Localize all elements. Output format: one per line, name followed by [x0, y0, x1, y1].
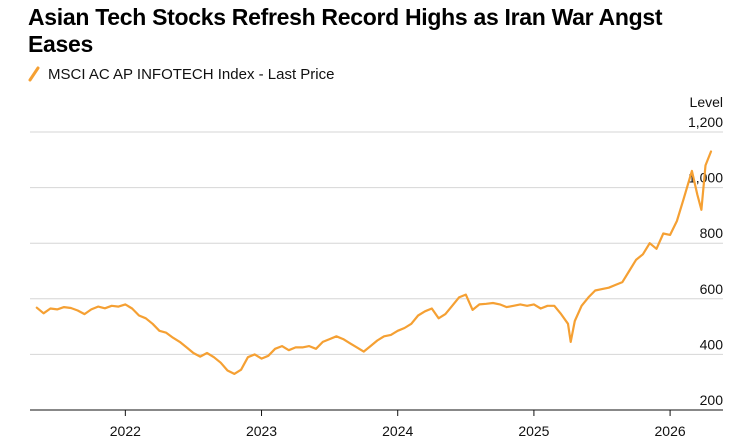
y-tick-label: 1,000: [688, 170, 723, 186]
y-tick-label: 400: [700, 336, 724, 352]
y-axis-ticks: 200 400 600 800 1,000 1,200: [688, 114, 723, 408]
series-line: [35, 150, 713, 375]
y-tick-label: 800: [700, 225, 724, 241]
y-tick-label: 600: [700, 281, 724, 297]
x-tick-label: 2026: [655, 423, 686, 439]
legend-swatch: [28, 66, 40, 82]
x-tick-label: 2023: [246, 423, 277, 439]
x-tick-label: 2024: [382, 423, 413, 439]
y-axis-label: Level: [690, 94, 723, 110]
legend-label: MSCI AC AP INFOTECH Index - Last Price: [48, 65, 335, 83]
x-tick-label: 2022: [110, 423, 141, 439]
y-tick-label: 200: [700, 392, 724, 408]
gridlines: [30, 131, 723, 355]
legend: MSCI AC AP INFOTECH Index - Last Price: [28, 64, 334, 84]
y-tick-label: 1,200: [688, 114, 723, 130]
chart-title: Asian Tech Stocks Refresh Record Highs a…: [28, 4, 663, 57]
x-tick-label: 2025: [518, 423, 549, 439]
x-axis-ticks: 2022 2023 2024 2025 2026: [110, 410, 686, 439]
